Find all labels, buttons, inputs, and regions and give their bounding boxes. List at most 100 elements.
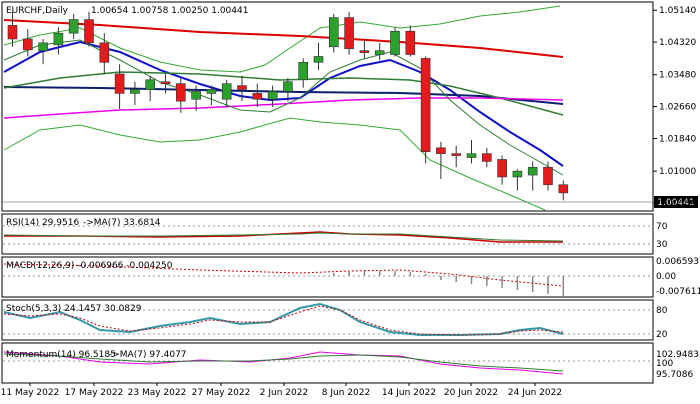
candle [53,27,64,55]
candle-body [68,19,79,34]
momentum-tick-low: 95.7086 [656,370,693,380]
ma-thin-green [3,39,564,176]
momentum-label: Momentum(14) 96.5185 [6,350,116,360]
momentum-line [3,351,564,375]
candle [130,81,140,106]
price-axis: 1.05140 1.04320 1.03480 1.02660 1.01840 1.010… [653,6,696,209]
ma-blue [3,40,564,167]
candle-body [38,42,48,51]
momentum-panel-frame [1,342,654,384]
y-tick-label: 1.05140 [659,6,696,16]
candle-body [512,170,523,178]
x-axis: 11 May 2022 17 May 2022 23 May 2022 27 May … [1,383,562,398]
candle [206,85,217,106]
x-tick-label: 24 Jun 2022 [508,388,562,398]
macd-signal [3,263,564,287]
candle [176,77,186,113]
rsi-tick-70: 70 [656,222,668,232]
ma-red [3,19,564,58]
candle-body [84,19,94,44]
candle-body [543,166,553,186]
candle [267,85,278,107]
stoch-label: Stoch(5,3,3) 24.1457 30.0829 [6,304,142,314]
stoch-d-line [3,305,564,336]
candle-body [252,93,263,100]
bollinger-lower [3,117,546,211]
y-tick-label: 1.03480 [659,71,696,81]
candle [221,79,232,107]
y-tick-label: 1.01840 [659,134,696,144]
price-overlays [3,5,564,211]
candle-body [497,159,507,178]
ma-green [3,71,564,116]
candle-body [466,153,477,158]
candles [7,11,569,201]
macd-tick-low: -0.007611 [656,287,700,297]
rsi-panel-frame [1,213,654,255]
candle-body [313,56,324,63]
last-price-box [654,196,698,208]
x-tick-label: 17 May 2022 [65,388,124,398]
candle [405,25,416,57]
candle-body [436,147,446,154]
candle [7,11,18,47]
candle [512,169,523,191]
candle [420,56,431,164]
candle-body [390,30,400,55]
candle-body [359,50,370,53]
candle-body [53,32,64,46]
candle [283,77,293,102]
candle-body [237,85,247,90]
candle-body [527,166,538,176]
rsi-ma-label: ->MA(7) 33.6814 [83,218,161,228]
momentum-ma-label: ->MA(7) 97.4077 [109,350,187,360]
momentum-tick-100: 100 [656,359,673,369]
candle-body [558,184,569,194]
symbol-label: EURCHF,Daily [6,6,69,16]
candle [22,29,33,57]
candle [374,42,385,61]
rsi-tick-30: 30 [656,240,668,250]
macd-tick-zero: 0.00 [656,272,676,282]
candle-body [420,58,431,152]
candle [99,33,110,74]
candle-body [283,81,293,92]
stoch-panel-frame [1,299,654,341]
candle [543,161,553,191]
ohlc-label: 1.00654 1.00758 1.00250 1.00441 [91,6,248,16]
candle-body [481,153,492,162]
candle-body [221,83,232,100]
candle-body [451,153,462,156]
candle [466,140,477,164]
candle-body [160,81,171,84]
candle-body [176,83,186,102]
momentum-tick-high: 102.9483 [656,350,699,360]
candle [298,58,309,88]
candle-body [374,50,385,55]
candle-body [22,38,33,51]
x-tick-label: 2 Jun 2022 [260,388,308,398]
candle-body [114,73,125,94]
macd-histogram [333,271,565,296]
candle [145,75,155,102]
x-tick-label: 27 May 2022 [192,388,251,398]
candle-body [298,62,309,81]
stoch-k-line [3,302,564,336]
candle [328,13,339,53]
x-tick-label: 20 Jun 2022 [444,388,498,398]
macd-tick-high: 0.006593 [656,257,699,267]
bollinger-upper [3,5,561,73]
rsi-line [4,231,563,243]
y-tick-label: 1.04320 [659,38,696,48]
momentum-ma-line [3,353,564,372]
candle [237,75,247,102]
candle [252,83,263,107]
ma-magenta [3,97,564,119]
candle-body [99,42,110,63]
candle-body [145,79,155,90]
y-tick-label: 1.02660 [659,103,696,113]
candle [527,161,538,191]
macd-label: MACD(12,26,9) -0.006966 -0.004250 [6,261,173,271]
rsi-ma-line [3,232,564,242]
